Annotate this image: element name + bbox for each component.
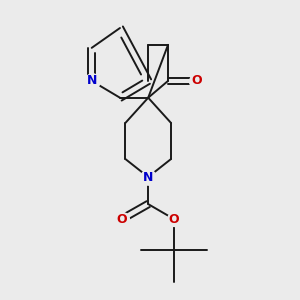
Text: N: N [86, 74, 97, 87]
Text: O: O [191, 74, 202, 87]
Text: O: O [169, 213, 179, 226]
Text: N: N [143, 170, 153, 184]
Text: O: O [116, 213, 127, 226]
